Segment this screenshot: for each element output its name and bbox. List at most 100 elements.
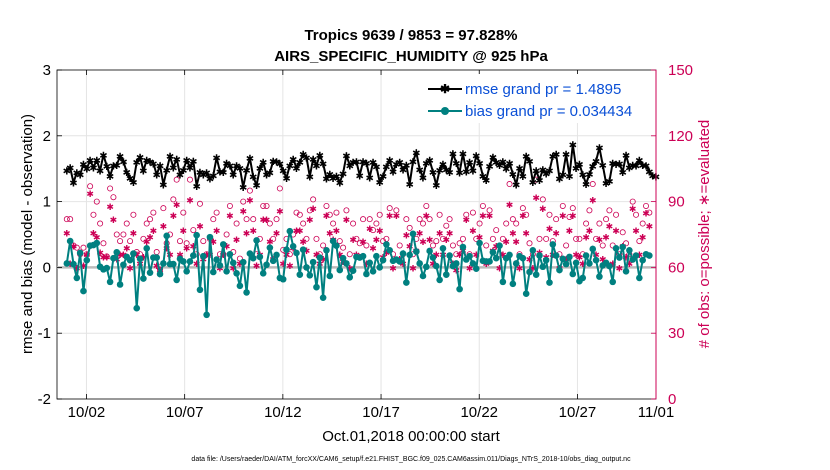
bias-point — [379, 256, 387, 264]
rmse-point: ✱ — [525, 157, 533, 168]
rmse-point: ✱ — [602, 179, 610, 190]
bias-point — [616, 254, 623, 261]
obs-possible-point — [353, 235, 360, 242]
rmse-point: ✱ — [492, 158, 500, 169]
obs-possible-point — [599, 242, 606, 249]
bias-point — [552, 252, 560, 259]
obs-evaluated-point: ✱ — [196, 223, 204, 233]
obs-possible-point — [619, 229, 626, 236]
y-tick-label: -2 — [38, 391, 51, 408]
bias-point — [529, 246, 537, 254]
obs-possible-point — [416, 216, 423, 223]
obs-possible-point — [469, 209, 476, 216]
rmse-point: ✱ — [386, 156, 394, 167]
obs-evaluated-point: ✱ — [559, 212, 567, 222]
bias-point — [116, 281, 124, 288]
obs-evaluated-point: ✱ — [383, 249, 391, 259]
bias-point — [509, 280, 517, 288]
obs-possible-point — [546, 211, 553, 218]
rmse-point: ✱ — [143, 156, 151, 167]
bias-point — [549, 241, 557, 248]
rmse-point: ✱ — [342, 152, 350, 163]
bias-point — [229, 259, 237, 267]
obs-possible-point — [306, 207, 313, 214]
obs-possible-point — [479, 202, 486, 209]
rmse-point: ✱ — [572, 164, 580, 175]
rmse-point: ✱ — [379, 172, 387, 183]
obs-evaluated-point: ✱ — [286, 262, 294, 272]
bias-point — [190, 252, 197, 259]
rmse-point: ✱ — [152, 171, 160, 182]
bias-point — [439, 245, 447, 252]
obs-evaluated-point: ✱ — [203, 251, 211, 261]
bias-point — [226, 250, 234, 258]
obs-evaluated-point: ✱ — [146, 234, 154, 244]
bias-point — [539, 263, 547, 271]
obs-evaluated-point: ✱ — [622, 253, 630, 263]
obs-evaluated-point: ✱ — [552, 229, 560, 239]
rmse-point: ✱ — [369, 158, 377, 169]
bias-point — [429, 254, 437, 261]
obs-evaluated-point: ✱ — [86, 190, 94, 200]
bias-point — [63, 260, 71, 267]
obs-evaluated-point: ✱ — [496, 264, 504, 274]
rmse-point: ✱ — [116, 152, 124, 163]
bias-point — [303, 264, 310, 271]
obs-evaluated-point: ✱ — [170, 212, 178, 222]
obs-evaluated-point: ✱ — [419, 238, 427, 248]
rmse-point: ✱ — [86, 156, 94, 167]
obs-possible-point — [320, 242, 327, 249]
obs-evaluated-point: ✱ — [612, 227, 620, 237]
obs-evaluated-point: ✱ — [529, 264, 537, 274]
rmse-point: ✱ — [322, 175, 330, 186]
bias-point — [559, 255, 567, 263]
rmse-point: ✱ — [139, 167, 147, 178]
rmse-point: ✱ — [212, 154, 220, 165]
obs-possible-point — [586, 207, 593, 214]
rmse-point: ✱ — [615, 159, 623, 170]
bias-point — [566, 253, 573, 261]
rmse-point: ✱ — [186, 163, 194, 174]
obs-possible-point — [629, 198, 636, 205]
obs-possible-point — [646, 209, 653, 216]
bias-point — [536, 252, 543, 259]
bias-point — [253, 237, 260, 244]
rmse-point: ✱ — [216, 167, 224, 178]
rmse-point: ✱ — [509, 170, 517, 181]
obs-evaluated-point: ✱ — [343, 216, 351, 226]
rmse-point: ✱ — [149, 159, 157, 170]
rmse-point: ✱ — [472, 152, 480, 163]
obs-possible-point — [643, 202, 650, 209]
bias-point — [363, 270, 370, 278]
rmse-point: ✱ — [619, 168, 627, 179]
obs-evaluated-point: ✱ — [293, 227, 301, 237]
obs-possible-point — [526, 240, 533, 247]
rmse-point: ✱ — [522, 152, 530, 163]
bias-point — [186, 258, 194, 265]
y-tick-label: 1 — [43, 194, 51, 211]
obs-possible-point — [566, 213, 573, 220]
obs-possible-point — [406, 224, 413, 231]
obs-possible-point — [300, 220, 307, 227]
rmse-point: ✱ — [269, 157, 277, 168]
rmse-point: ✱ — [229, 171, 237, 182]
obs-evaluated-point: ✱ — [296, 227, 304, 237]
obs-possible-point — [386, 205, 393, 212]
bias-point — [459, 243, 467, 251]
bias-point — [156, 270, 164, 278]
obs-possible-point — [519, 205, 526, 212]
obs-evaluated-point: ✱ — [239, 207, 247, 217]
y2-tick-label: 60 — [668, 259, 685, 276]
obs-evaluated-point: ✱ — [569, 212, 577, 222]
legend: ✱ rmse grand pr = 1.4895 bias grand pr =… — [420, 74, 652, 123]
obs-possible-point — [63, 216, 70, 223]
obs-evaluated-point: ✱ — [409, 264, 417, 274]
rmse-point: ✱ — [359, 157, 367, 168]
obs-possible-point — [266, 220, 273, 227]
bias-point — [596, 273, 603, 280]
rmse-point: ✱ — [309, 155, 317, 166]
rmse-point: ✱ — [332, 172, 340, 183]
obs-evaluated-point: ✱ — [516, 264, 524, 274]
bias-point — [199, 252, 207, 260]
obs-possible-point — [346, 251, 353, 258]
